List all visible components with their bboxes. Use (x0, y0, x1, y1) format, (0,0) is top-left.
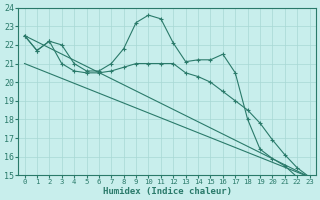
X-axis label: Humidex (Indice chaleur): Humidex (Indice chaleur) (103, 187, 232, 196)
